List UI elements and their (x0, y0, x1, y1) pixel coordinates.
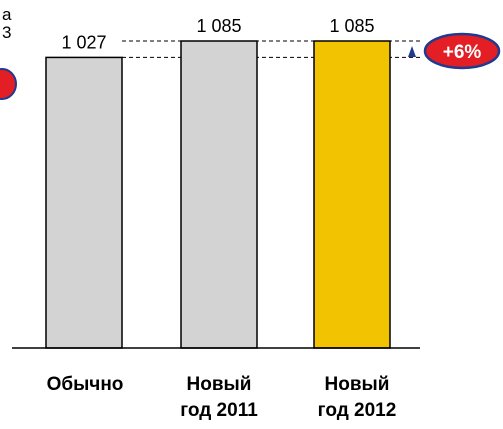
category-label-1: Новый год 2011 (180, 374, 258, 421)
bar-2 (313, 40, 391, 349)
value-label-1: 1 085 (196, 16, 241, 36)
left-fragment-line-2: 3 (2, 23, 12, 42)
percent-change-badge (423, 32, 501, 70)
percent-change-label: +6% (443, 42, 482, 63)
category-label-0: Обычно (46, 374, 124, 395)
left-fragment-line-1: a (2, 5, 12, 24)
value-label-2: 1 085 (329, 16, 374, 36)
value-label-0: 1 027 (61, 32, 106, 52)
category-label-2: Новый год 2012 (317, 374, 397, 421)
bar-0 (45, 56, 123, 349)
badge-left-partial (0, 68, 17, 100)
increase-arrow-icon (408, 46, 416, 57)
bar-1 (180, 40, 258, 349)
